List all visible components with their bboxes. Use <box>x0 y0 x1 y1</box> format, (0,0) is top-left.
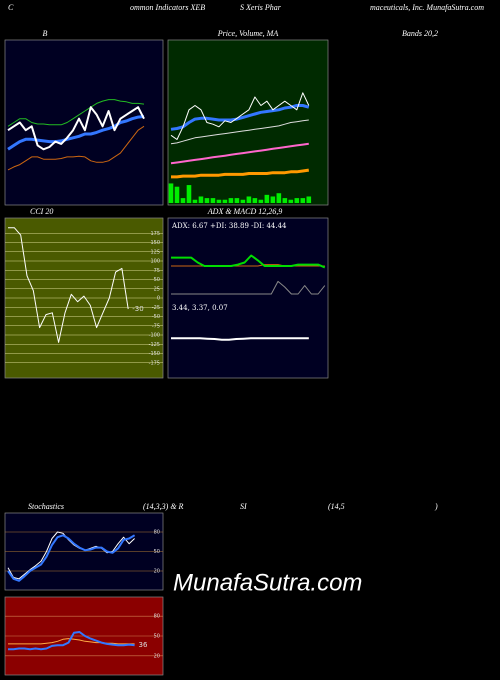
volume-bar <box>168 183 174 203</box>
y-tick-label: 20 <box>154 653 160 659</box>
y-tick-label: 80 <box>154 530 160 536</box>
y-tick-label: 50 <box>154 634 160 640</box>
volume-bar <box>186 185 192 203</box>
watermark: MunafaSutra.com <box>173 569 362 596</box>
series-line <box>8 631 135 651</box>
y-tick-label: 150 <box>150 240 160 246</box>
volume-bar <box>234 198 240 203</box>
panel-title: (14,3,3) & R <box>143 502 184 511</box>
y-tick-label: -150 <box>149 351 160 357</box>
panel-title: Bands 20,2 <box>402 29 438 38</box>
y-tick-label: 125 <box>150 249 160 255</box>
series-line <box>171 337 309 341</box>
volume-bar <box>210 198 216 203</box>
panel-annotation: ADX: 6.67 +DI: 38.89 -DI: 44.44 <box>171 222 287 230</box>
series-line <box>7 534 136 582</box>
series-line <box>171 254 326 269</box>
y-tick-label: 80 <box>154 614 160 620</box>
y-tick-label: 75 <box>154 268 160 274</box>
header-text: maceuticals, Inc. MunafaSutra.com <box>370 3 484 12</box>
panel-title: ) <box>434 502 438 511</box>
volume-bar <box>192 199 198 203</box>
header-text: ommon Indicators XEB <box>130 3 205 12</box>
series-line <box>170 142 309 165</box>
series-line <box>171 280 326 295</box>
last-value-label: -30 <box>132 305 143 313</box>
panel <box>4 39 164 206</box>
y-tick-label: 175 <box>150 231 160 237</box>
panel-title: CCI 20 <box>30 207 53 216</box>
volume-bar <box>180 198 186 203</box>
volume-bar <box>276 193 282 203</box>
header-text: S Xeris Phar <box>240 3 282 12</box>
last-value-label: 36 <box>139 641 148 649</box>
volume-bar <box>288 199 294 203</box>
volume-bar <box>198 196 204 203</box>
y-tick-label: 25 <box>154 286 160 292</box>
header-text: C <box>8 3 14 12</box>
y-tick-label: -75 <box>152 323 160 329</box>
volume-bar <box>216 199 222 203</box>
panel-title: ADX & MACD 12,26,9 <box>207 207 282 216</box>
volume-bar <box>174 186 180 203</box>
volume-bar <box>252 198 258 203</box>
volume-bar <box>246 196 252 203</box>
panel-title: Price, Volume, MA <box>217 29 279 38</box>
volume-bar <box>258 199 264 203</box>
volume-bar <box>222 199 228 203</box>
panel-title: SI <box>240 502 247 511</box>
y-tick-label: -50 <box>152 314 160 320</box>
series-line <box>7 106 145 151</box>
volume-bar <box>282 198 288 203</box>
panel-title: Stochastics <box>28 502 64 511</box>
volume-bar <box>306 196 312 203</box>
volume-bar <box>270 196 276 203</box>
series-line <box>170 92 310 140</box>
series-line <box>170 104 310 131</box>
y-tick-label: -100 <box>149 333 160 339</box>
panel-title: B <box>43 29 48 38</box>
series-line <box>171 168 310 179</box>
panel <box>167 217 329 379</box>
volume-bar <box>228 198 234 203</box>
y-tick-label: 50 <box>154 549 160 555</box>
panel-title: (14,5 <box>328 502 345 511</box>
volume-bar <box>204 198 210 203</box>
volume-bar <box>300 198 306 203</box>
y-tick-label: -125 <box>149 342 160 348</box>
y-tick-label: 50 <box>154 277 160 283</box>
volume-bar <box>294 198 300 203</box>
panel-annotation: 3.44, 3.37, 0.07 <box>172 304 228 312</box>
y-tick-label: -25 <box>152 305 160 311</box>
y-tick-label: 0 <box>157 296 160 302</box>
series-line <box>8 227 129 343</box>
series-line <box>7 125 145 171</box>
volume-bar <box>240 199 246 203</box>
series-line <box>170 119 309 145</box>
series-line <box>171 264 325 267</box>
y-tick-label: -175 <box>149 360 160 366</box>
y-tick-label: 100 <box>150 259 160 265</box>
volume-bar <box>264 194 270 203</box>
series-line <box>7 99 145 127</box>
series-line <box>7 114 145 151</box>
y-tick-label: 20 <box>154 569 160 575</box>
